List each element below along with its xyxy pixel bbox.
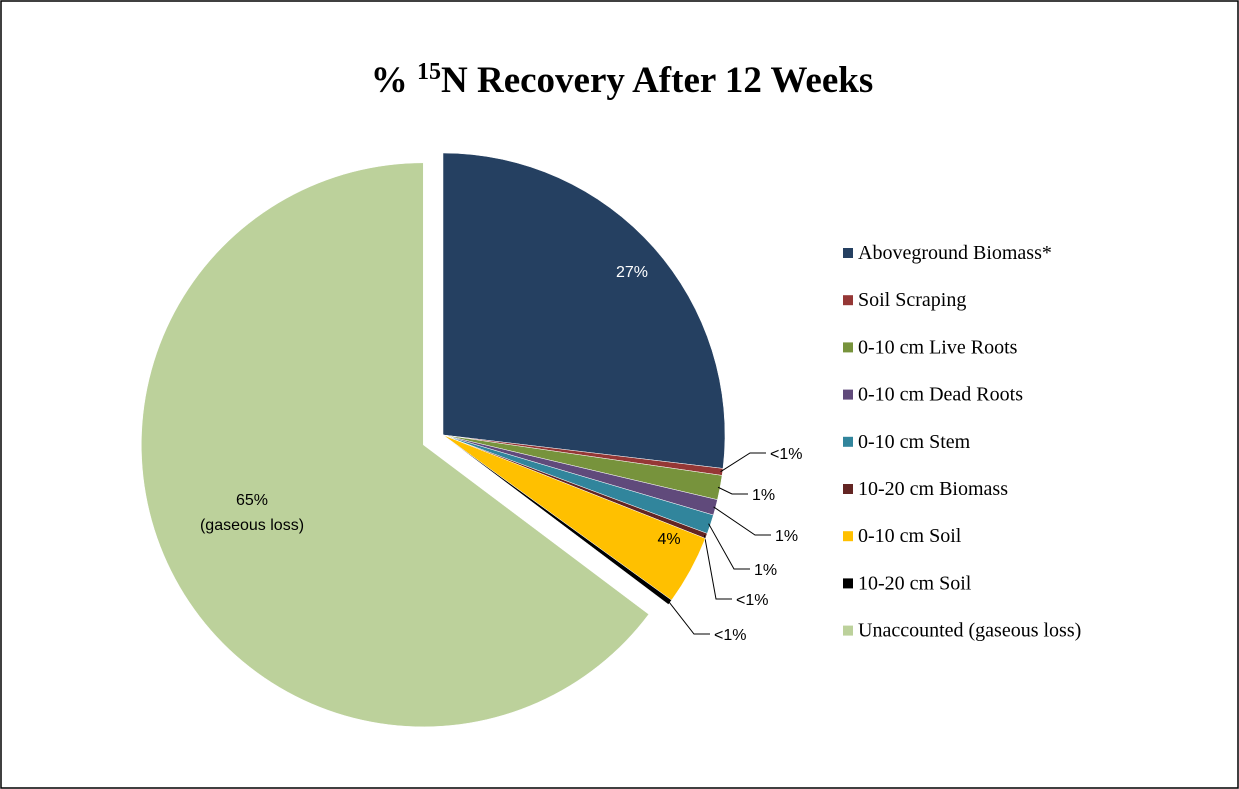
leader-line: [720, 452, 766, 473]
legend-label: 0-10 cm Dead Roots: [858, 384, 1023, 406]
data-label: 1%: [775, 528, 798, 545]
leader-line: [708, 523, 750, 570]
legend-swatch: [843, 578, 853, 589]
title-superscript: 15: [417, 59, 441, 85]
data-label-note: (gaseous loss): [200, 517, 304, 534]
legend-label: 0-10 cm Soil: [858, 525, 962, 547]
legend-swatch: [843, 484, 853, 494]
leader-line: [667, 600, 710, 635]
data-label: <1%: [714, 627, 746, 644]
pie-slice: [442, 152, 726, 469]
legend-swatch: [843, 531, 853, 542]
leader-line: [717, 486, 748, 495]
title-text: N Recovery After 12 Weeks: [441, 60, 873, 101]
data-label: 1%: [754, 562, 777, 579]
legend-label: Soil Scraping: [858, 289, 966, 311]
title-prefix: %: [371, 60, 417, 101]
legend-label: 10-20 cm Biomass: [858, 478, 1008, 500]
legend-label: Unaccounted (gaseous loss): [858, 620, 1081, 642]
legend-label: Aboveground Biomass*: [858, 242, 1052, 264]
data-label: 4%: [657, 531, 680, 548]
chart-title: % 15N Recovery After 12 Weeks: [371, 59, 874, 101]
leader-line: [713, 506, 771, 536]
pie-slice: [442, 434, 672, 605]
data-label: 27%: [616, 264, 648, 281]
data-label: 1%: [752, 487, 775, 504]
legend-label: 0-10 cm Stem: [858, 431, 971, 453]
leader-line: [703, 535, 732, 600]
legend-swatch: [843, 248, 853, 258]
data-label: <1%: [770, 446, 802, 463]
legend-label: 0-10 cm Live Roots: [858, 336, 1018, 358]
legend-swatch: [843, 625, 853, 636]
data-label: 65%: [236, 492, 268, 509]
pie-slice: [141, 162, 650, 728]
legend-swatch: [843, 436, 853, 447]
data-label: <1%: [736, 592, 768, 609]
legend-swatch: [843, 389, 853, 400]
legend-swatch: [843, 342, 853, 353]
legend-swatch: [843, 295, 853, 306]
legend-label: 10-20 cm Soil: [858, 572, 972, 594]
